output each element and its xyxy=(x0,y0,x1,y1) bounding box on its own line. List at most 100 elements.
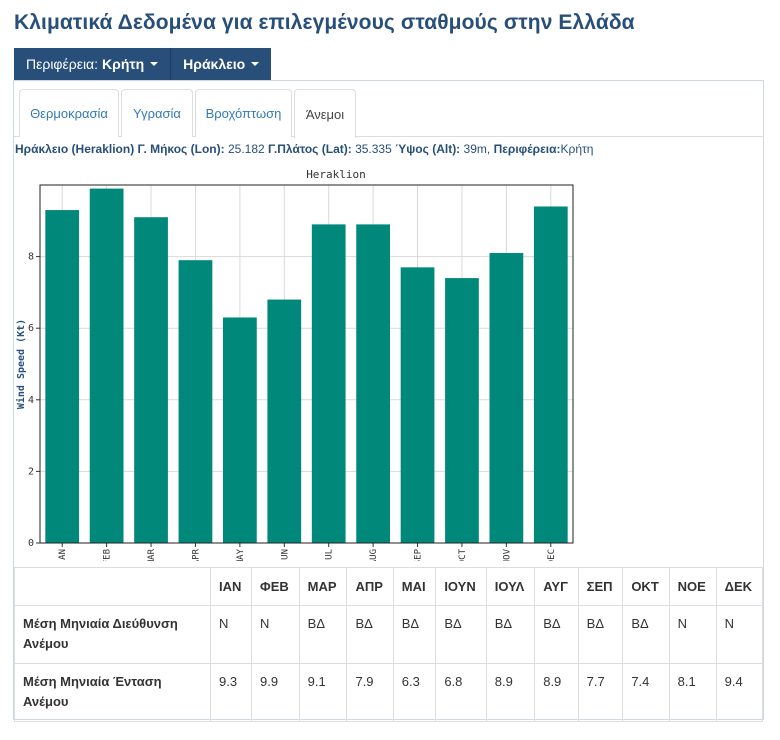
x-tick-label: MAR xyxy=(147,548,157,561)
lon-value: 25.182 xyxy=(227,142,265,156)
month-header-2: ΜΑΡ xyxy=(298,567,348,606)
x-tick-label: JUL xyxy=(325,549,335,561)
station-dropdown-value: Ηράκλειο xyxy=(183,56,246,72)
table-cell: 8.1 xyxy=(668,663,717,722)
bar-jul xyxy=(311,224,346,543)
table-cell: 9.3 xyxy=(209,663,253,722)
month-header-0: ΙΑΝ xyxy=(209,567,253,606)
tab-precipitation[interactable]: Βροχόπτωση xyxy=(195,89,292,137)
table-cell: ΒΔ xyxy=(622,605,670,664)
region-info-value: Κρήτη xyxy=(560,142,594,156)
x-tick-label: MAY xyxy=(236,548,246,561)
table-cell: 9.9 xyxy=(251,663,300,722)
table-cell: ΒΔ xyxy=(392,605,437,664)
y-tick-label: 4 xyxy=(28,395,34,406)
caret-down-icon xyxy=(150,62,159,66)
table-cell: 9.4 xyxy=(715,663,764,722)
bar-apr xyxy=(178,260,213,543)
x-tick-label: SEP xyxy=(414,548,424,561)
x-tick-label: JUN xyxy=(280,549,290,561)
table-cell: 8.9 xyxy=(485,663,536,722)
row-label: Μέση Μηνιαία Διεύθυνση Ανέμου xyxy=(14,605,211,664)
plot-area xyxy=(40,185,573,543)
table-cell: Ν xyxy=(668,605,717,664)
lat-label: Γ.Πλάτος (Lat): xyxy=(268,142,352,156)
table-cell: Ν xyxy=(715,605,764,664)
table-cell: 8.9 xyxy=(534,663,579,722)
x-tick-label: OCT xyxy=(458,548,468,561)
month-header-8: ΣΕΠ xyxy=(577,567,624,606)
x-tick-label: DEC xyxy=(547,549,557,561)
station-name: Ηράκλειο (Heraklion) xyxy=(15,142,135,156)
table-cell: 7.9 xyxy=(346,663,394,722)
region-dropdown-value: Κρήτη xyxy=(102,56,145,72)
table-cell: 7.7 xyxy=(577,663,624,722)
tab-bar: Θερμοκρασία Υγρασία Βροχόπτωση Άνεμοι xyxy=(14,81,763,138)
bar-jan xyxy=(45,210,80,543)
table-cell: ΒΔ xyxy=(435,605,487,664)
month-header-4: ΜΑΙ xyxy=(392,567,437,606)
station-info: Ηράκλειο (Heraklion) Γ. Μήκος (Lon): 25.… xyxy=(15,142,593,156)
alt-value: 39m, xyxy=(463,142,491,156)
region-dropdown-label: Περιφέρεια: xyxy=(26,56,99,72)
table-cell: Ν xyxy=(251,605,300,664)
bar-may xyxy=(222,317,257,543)
region-selector-bar: Περιφέρεια: Κρήτη Ηράκλειο xyxy=(14,48,272,80)
bar-dec xyxy=(533,206,568,544)
month-header-11: ΔΕΚ xyxy=(715,567,764,606)
lat-value: 35.335 xyxy=(355,142,392,156)
station-dropdown[interactable]: Ηράκλειο xyxy=(170,48,272,80)
y-axis-label: Wind Speed (Kt) xyxy=(15,319,27,409)
chart-svg: 0 2 4 6 8 JAN FEB MAR APR MAY JUN JUL AUG SEP OCT NOV DE… xyxy=(15,184,574,561)
table-row: Μέση Μηνιαία Διεύθυνση Ανέμου Ν Ν ΒΔ ΒΔ ΒΔ ΒΔ Β… xyxy=(14,605,764,664)
table-corner-cell xyxy=(14,567,211,606)
y-tick-label: 6 xyxy=(28,323,34,334)
month-header-9: ΟΚΤ xyxy=(622,567,670,606)
y-tick-label: 8 xyxy=(28,252,34,263)
wind-speed-chart: 0 2 4 6 8 JAN FEB MAR APR MAY JUN JUL AUG SEP OCT NOV DE… xyxy=(14,161,594,561)
lon-label: Γ. Μήκος (Lon): xyxy=(137,142,225,156)
page-title: Κλιματικά Δεδομένα για επιλεγμένους σταθ… xyxy=(14,11,635,34)
table-cell: 7.4 xyxy=(622,663,670,722)
table-cell: ΒΔ xyxy=(485,605,536,664)
table-cell: ΒΔ xyxy=(346,605,394,664)
table-row: Μέση Μηνιαία Ένταση Ανέμου 9.3 9.9 9.1 7.9 6.… xyxy=(14,663,764,722)
row-label: Μέση Μηνιαία Ένταση Ανέμου xyxy=(14,663,211,722)
alt-label: Ύψος (Alt): xyxy=(395,142,461,156)
y-tick-label: 2 xyxy=(28,466,34,477)
table-cell: ΒΔ xyxy=(534,605,579,664)
x-tick-label: NOV xyxy=(502,548,512,561)
bar-nov xyxy=(489,253,524,543)
table-cell: 6.3 xyxy=(392,663,437,722)
caret-down-icon xyxy=(251,62,260,66)
tab-winds[interactable]: Άνεμοι xyxy=(294,89,356,138)
table-cell: 6.8 xyxy=(435,663,487,722)
region-dropdown[interactable]: Περιφέρεια: Κρήτη xyxy=(14,48,171,80)
table-cell: ΒΔ xyxy=(298,605,348,664)
bar-sep xyxy=(400,267,435,543)
month-header-7: ΑΥΓ xyxy=(534,567,579,606)
x-tick-label: AUG xyxy=(369,549,379,561)
x-tick-label: APR xyxy=(191,548,201,561)
month-header-10: ΝΟΕ xyxy=(668,567,717,606)
table-cell: ΒΔ xyxy=(577,605,624,664)
bar-feb xyxy=(89,188,124,543)
tab-temperature[interactable]: Θερμοκρασία xyxy=(19,89,119,137)
chart-title: Heraklion xyxy=(306,168,366,181)
month-header-3: ΑΠΡ xyxy=(346,567,394,606)
month-header-1: ΦΕΒ xyxy=(251,567,300,606)
month-header-6: ΙΟΥΛ xyxy=(485,567,536,606)
table-cell: 9.1 xyxy=(298,663,348,722)
region-info-label: Περιφέρεια: xyxy=(493,142,561,156)
tab-humidity[interactable]: Υγρασία xyxy=(121,89,193,137)
bar-mar xyxy=(134,217,168,543)
bar-aug xyxy=(356,224,391,543)
plot-frame xyxy=(39,184,574,544)
table-cell: Ν xyxy=(209,605,253,664)
climate-panel: Θερμοκρασία Υγρασία Βροχόπτωση Άνεμοι Ηρ… xyxy=(13,80,764,722)
wind-data-table: ΙΑΝ ΦΕΒ ΜΑΡ ΑΠΡ ΜΑΙ ΙΟΥΝ ΙΟΥΛ ΑΥΓ ΣΕΠ ΟΚΤ ΝΟΕ ΔΕΚ Μ… xyxy=(14,567,764,722)
bar-jun xyxy=(267,299,302,543)
table-header-row: ΙΑΝ ΦΕΒ ΜΑΡ ΑΠΡ ΜΑΙ ΙΟΥΝ ΙΟΥΛ ΑΥΓ ΣΕΠ ΟΚΤ ΝΟΕ ΔΕΚ xyxy=(14,567,764,606)
x-tick-label: FEB xyxy=(103,549,113,561)
bar-oct xyxy=(445,278,479,543)
